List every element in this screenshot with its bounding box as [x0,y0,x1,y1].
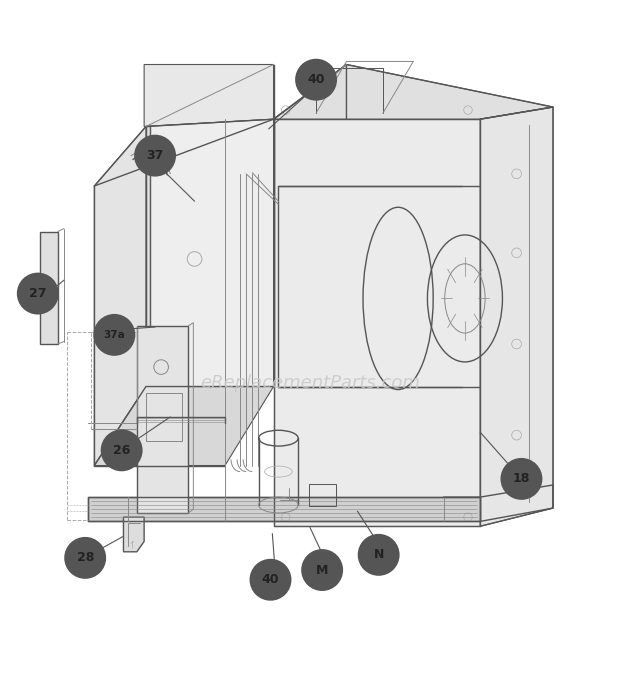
Circle shape [296,60,336,100]
Polygon shape [40,232,58,344]
Text: 27: 27 [29,287,46,300]
Text: M: M [316,563,329,577]
Circle shape [502,459,541,499]
Circle shape [18,274,58,314]
Text: 37a: 37a [104,330,125,340]
Text: 37: 37 [146,149,164,162]
Circle shape [65,538,105,578]
Polygon shape [123,517,144,552]
Polygon shape [146,127,150,387]
Polygon shape [273,65,553,119]
Text: eReplacementParts.com: eReplacementParts.com [200,374,420,392]
Polygon shape [273,119,480,526]
Polygon shape [144,65,273,127]
Circle shape [358,535,399,575]
Text: 26: 26 [113,444,130,457]
Text: 28: 28 [76,551,94,564]
Circle shape [135,136,175,175]
Polygon shape [94,127,146,466]
Polygon shape [88,497,480,522]
Text: 18: 18 [513,473,530,486]
Polygon shape [480,107,553,526]
Circle shape [302,550,342,590]
Polygon shape [137,326,188,513]
Circle shape [250,560,291,600]
Text: 40: 40 [308,73,325,86]
Text: N: N [373,548,384,561]
Polygon shape [146,119,273,387]
Circle shape [102,430,142,471]
Circle shape [94,315,135,355]
Text: 40: 40 [262,573,279,586]
Polygon shape [94,387,273,466]
